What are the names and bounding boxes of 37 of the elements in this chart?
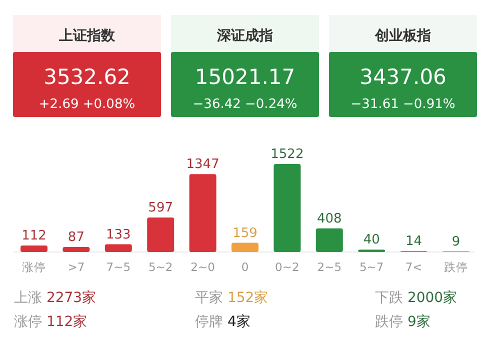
text: −36.42 −0.24%	[192, 97, 298, 112]
text: 平家 152家	[195, 290, 268, 306]
data-label: 14	[406, 234, 422, 250]
data-label: 112	[22, 228, 46, 244]
data-label: 87	[68, 230, 84, 245]
text: 创业板指	[374, 28, 431, 44]
text: 3532.62	[44, 65, 130, 89]
x-tick-label: 7~5	[106, 260, 131, 274]
x-tick-label: 跌停	[444, 260, 468, 274]
text: 15021.17	[194, 65, 296, 89]
text: 下跌 2000家	[375, 290, 458, 306]
data-label: 159	[232, 226, 258, 241]
x-tick-label: 5~2	[148, 260, 173, 274]
x-tick-label: 0~2	[275, 260, 300, 274]
text: 上涨 2273家	[14, 290, 96, 306]
text: 3437.06	[360, 65, 446, 89]
x-tick-label: 0	[241, 260, 249, 274]
data-label: 408	[316, 211, 342, 226]
x-tick-label: 7<	[405, 260, 422, 274]
text: 上证指数	[58, 28, 116, 44]
text: 跌停 9家	[375, 314, 430, 330]
text: 涨停 112家	[14, 314, 88, 330]
data-label: 9	[452, 234, 460, 250]
x-tick-label: 2~5	[317, 260, 342, 274]
x-tick-label: 5~7	[359, 260, 384, 274]
text: +2.69 +0.08%	[38, 97, 136, 112]
text: 停牌 4家	[195, 314, 250, 330]
data-label: 1347	[186, 157, 220, 172]
data-label: 597	[148, 200, 174, 216]
x-tick-label: 2~0	[190, 260, 215, 274]
data-label: 40	[363, 232, 380, 248]
x-tick-label: 涨停	[22, 260, 46, 274]
x-tick-label: >7	[68, 260, 85, 274]
data-label: 1522	[270, 147, 304, 162]
text: 深证成指	[216, 28, 273, 44]
data-label: 133	[106, 227, 131, 242]
text: −31.61 −0.91%	[350, 97, 456, 112]
